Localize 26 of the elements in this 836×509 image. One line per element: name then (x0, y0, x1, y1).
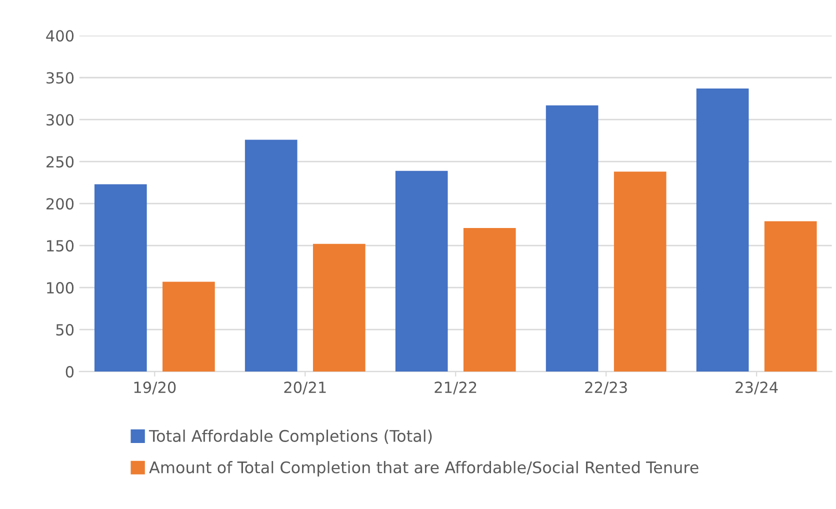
y-tick-label: 50 (56, 324, 74, 336)
bar (463, 228, 516, 372)
y-tick-label: 300 (46, 114, 74, 126)
x-tick-label: 19/20 (134, 382, 176, 394)
bar (764, 221, 817, 372)
y-tick-label: 250 (46, 156, 74, 168)
x-tick-label: 21/22 (434, 382, 476, 394)
bar (395, 170, 448, 372)
x-tick-label: 23/24 (736, 382, 778, 394)
y-tick-label: 150 (47, 240, 74, 252)
bar (696, 88, 749, 372)
y-tick-label: 200 (46, 198, 74, 210)
x-tick-label: 20/21 (284, 382, 326, 394)
bar (614, 172, 666, 372)
legend-label: Total Affordable Completions (Total) (148, 430, 432, 446)
y-tick-label: 350 (46, 72, 74, 84)
y-tick-label: 100 (47, 282, 74, 294)
bar (94, 184, 147, 372)
y-tick-label: 0 (66, 366, 74, 378)
legend-label: Amount of Total Completion that are Affordable/Social Rented Tenure (149, 461, 698, 477)
x-tick-label: 22/23 (585, 382, 627, 394)
bar (162, 282, 215, 372)
bar (244, 140, 298, 372)
bar (546, 105, 598, 372)
y-tick-label: 400 (46, 30, 74, 42)
bar (312, 244, 366, 372)
